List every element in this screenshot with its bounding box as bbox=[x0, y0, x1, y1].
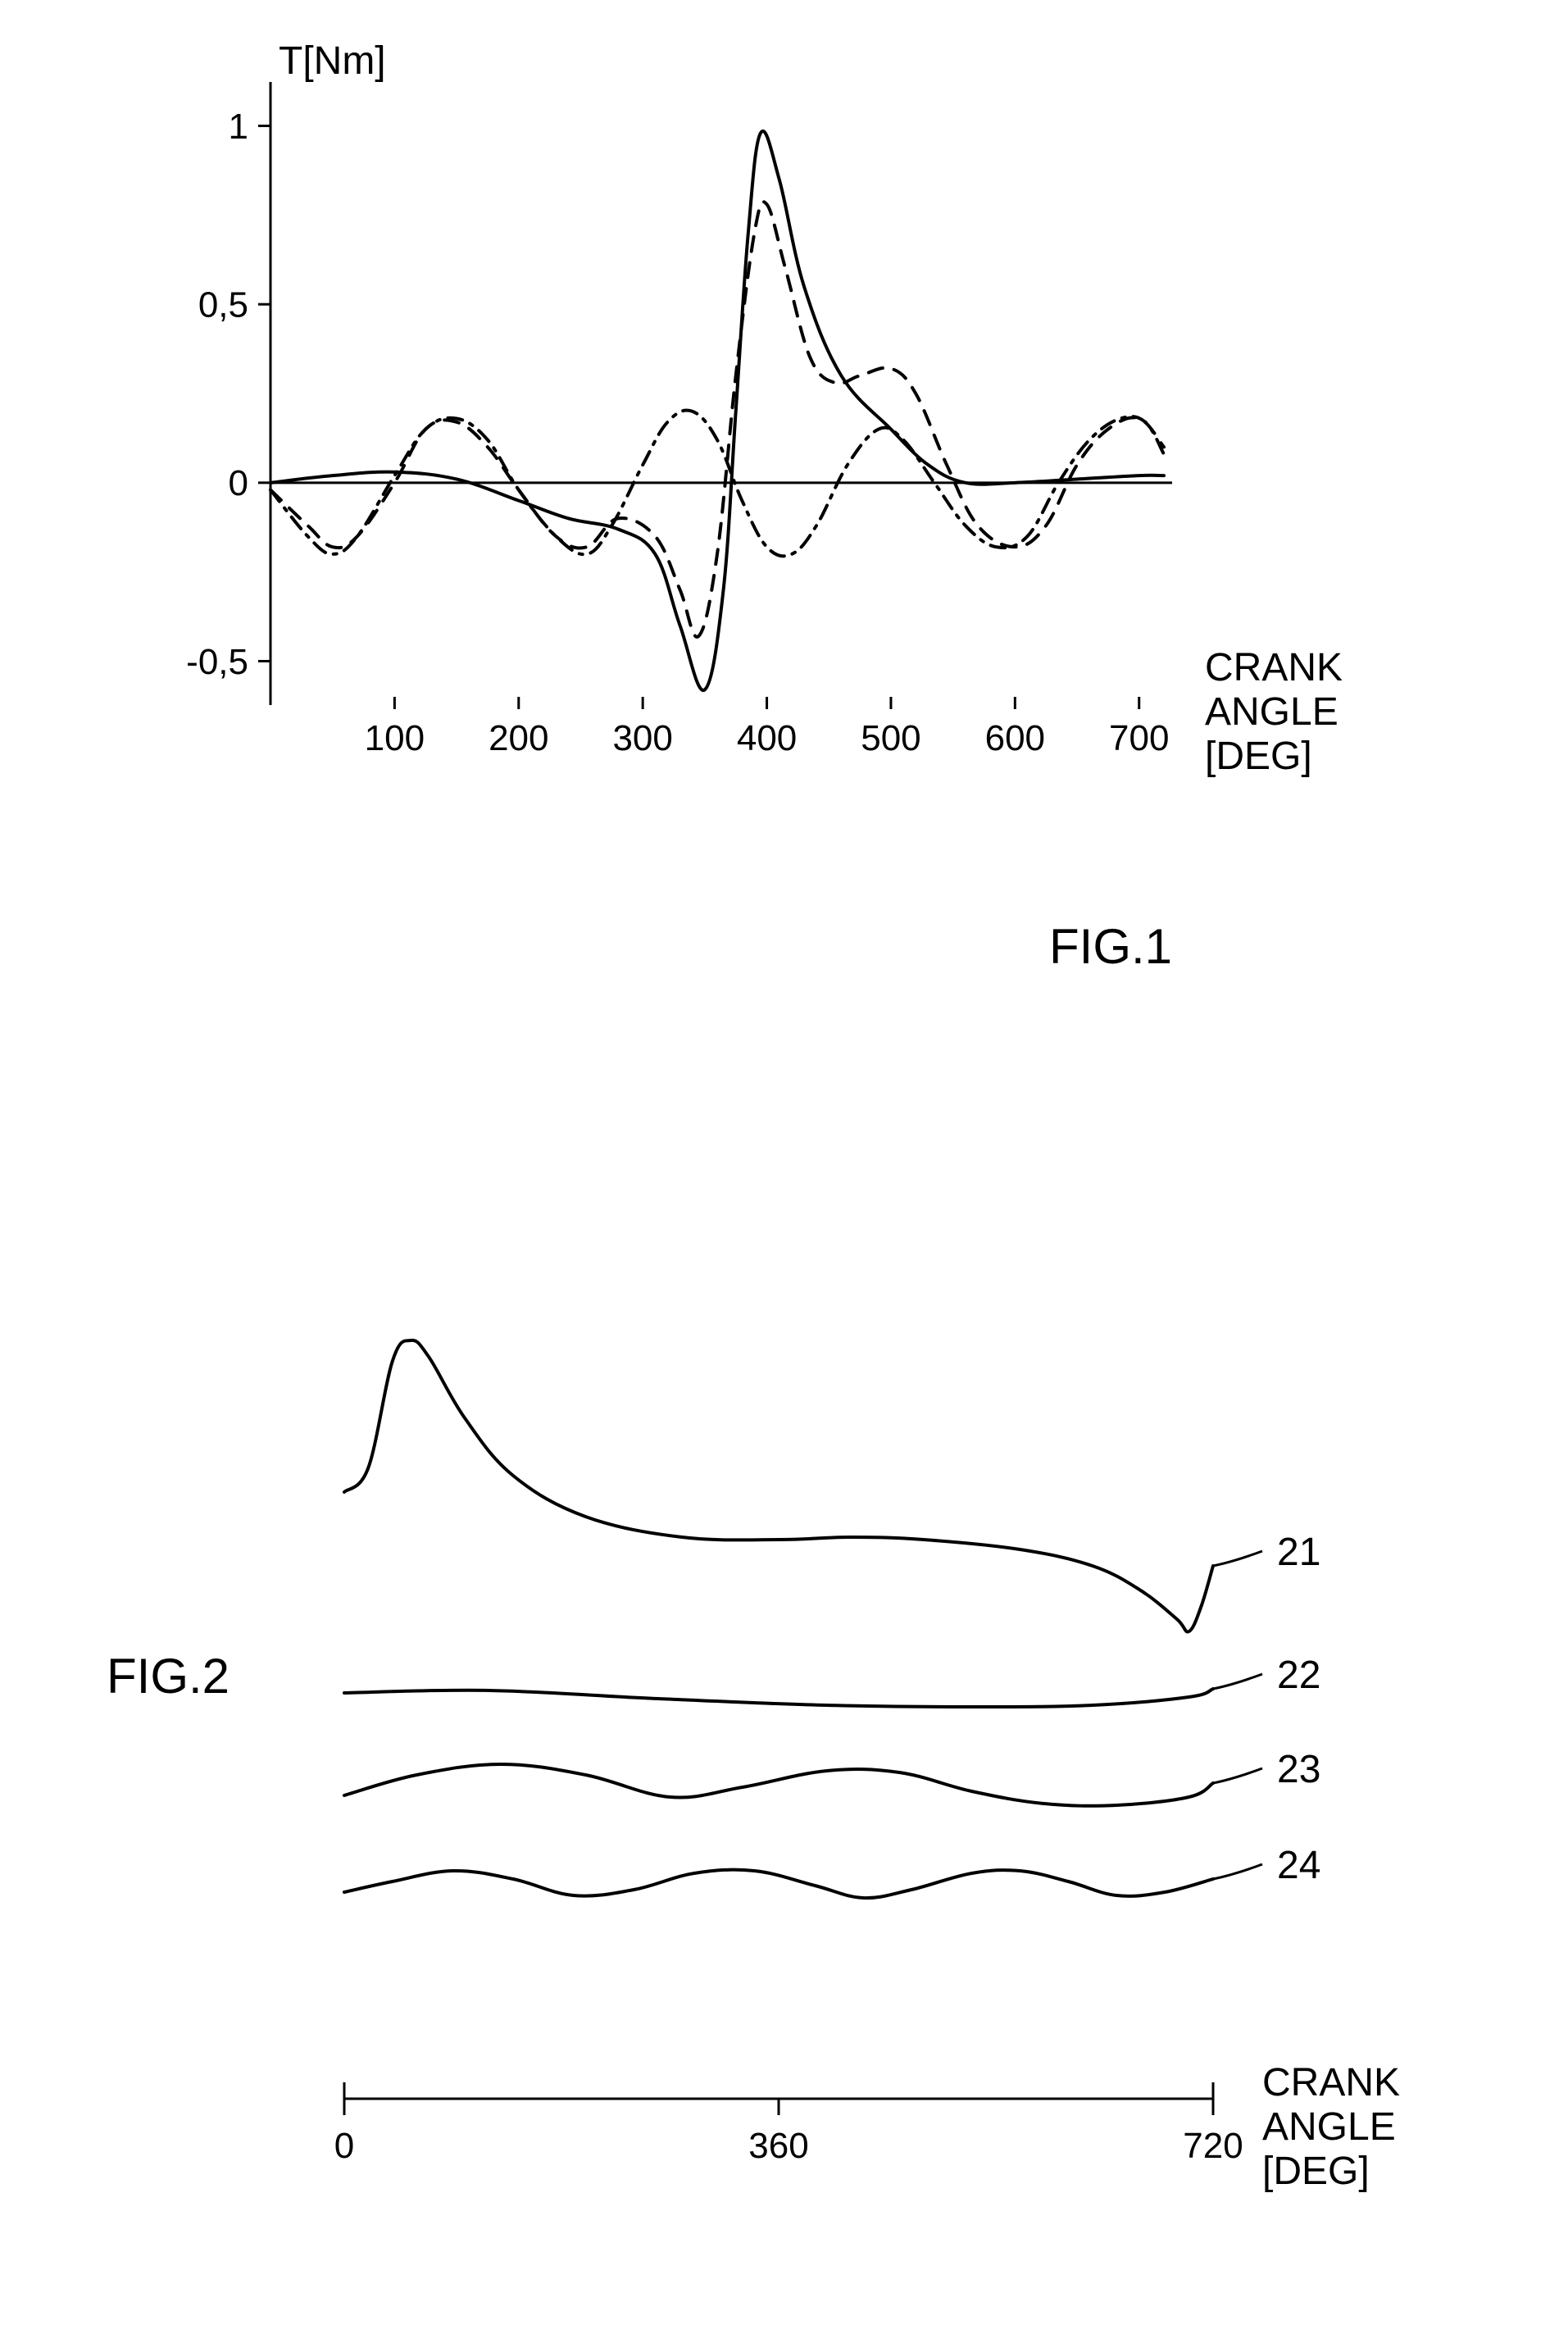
curve-label: 24 bbox=[1277, 1844, 1320, 1887]
figure-1: T[Nm] -0,5 0 0,5 1 100 200 300 400 500 600 700 CRANK… bbox=[115, 41, 1443, 861]
x-tick-label: 400 bbox=[737, 718, 797, 758]
curve-22 bbox=[344, 1689, 1213, 1707]
x-tick-label: 500 bbox=[861, 718, 920, 758]
curve-leader bbox=[1213, 1551, 1262, 1566]
figure-2-plot: 21 22 23 24 0 360 720 CRANKANGLE[DEG] bbox=[279, 1164, 1525, 2295]
y-tick-label: 0 bbox=[229, 463, 248, 503]
y-axis-label: T[Nm] bbox=[279, 41, 386, 83]
curve-21 bbox=[344, 1340, 1213, 1632]
x-tick-label: 600 bbox=[985, 718, 1045, 758]
x-tick-label: 300 bbox=[612, 718, 672, 758]
x-tick-label: 700 bbox=[1109, 718, 1169, 758]
curve-label: 22 bbox=[1277, 1654, 1320, 1697]
x-axis-label: CRANK bbox=[1205, 646, 1343, 689]
x-axis-label: ANGLE bbox=[1262, 2105, 1396, 2149]
x-tick-label: 0 bbox=[334, 2126, 354, 2166]
figure-1-plot: T[Nm] -0,5 0 0,5 1 100 200 300 400 500 600 700 CRANK… bbox=[115, 41, 1443, 861]
figure-2-caption: FIG.2 bbox=[107, 1648, 230, 1704]
x-tick-label: 100 bbox=[365, 718, 425, 758]
curve-leader bbox=[1213, 1864, 1262, 1879]
x-axis-label: [DEG] bbox=[1205, 735, 1312, 778]
figure-2: 21 22 23 24 0 360 720 CRANKANGLE[DEG] bbox=[279, 1164, 1525, 2295]
curve-23 bbox=[344, 1764, 1213, 1806]
curve-label: 23 bbox=[1277, 1748, 1320, 1791]
x-axis-label: ANGLE bbox=[1205, 690, 1338, 734]
curve-24 bbox=[344, 1870, 1213, 1898]
y-tick-label: 1 bbox=[229, 107, 248, 147]
curve-leader bbox=[1213, 1674, 1262, 1689]
x-axis-label: CRANK bbox=[1262, 2061, 1400, 2104]
series-dashed bbox=[270, 202, 1164, 637]
figure-1-caption: FIG.1 bbox=[1049, 918, 1172, 975]
y-tick-label: 0,5 bbox=[198, 285, 248, 325]
curve-label: 21 bbox=[1277, 1531, 1320, 1574]
x-tick-label: 360 bbox=[748, 2126, 808, 2166]
y-tick-label: -0,5 bbox=[186, 642, 248, 682]
x-tick-label: 200 bbox=[489, 718, 548, 758]
x-tick-label: 720 bbox=[1183, 2126, 1243, 2166]
series-solid bbox=[270, 131, 1164, 690]
curve-leader bbox=[1213, 1768, 1262, 1783]
x-axis-label: [DEG] bbox=[1262, 2150, 1370, 2193]
